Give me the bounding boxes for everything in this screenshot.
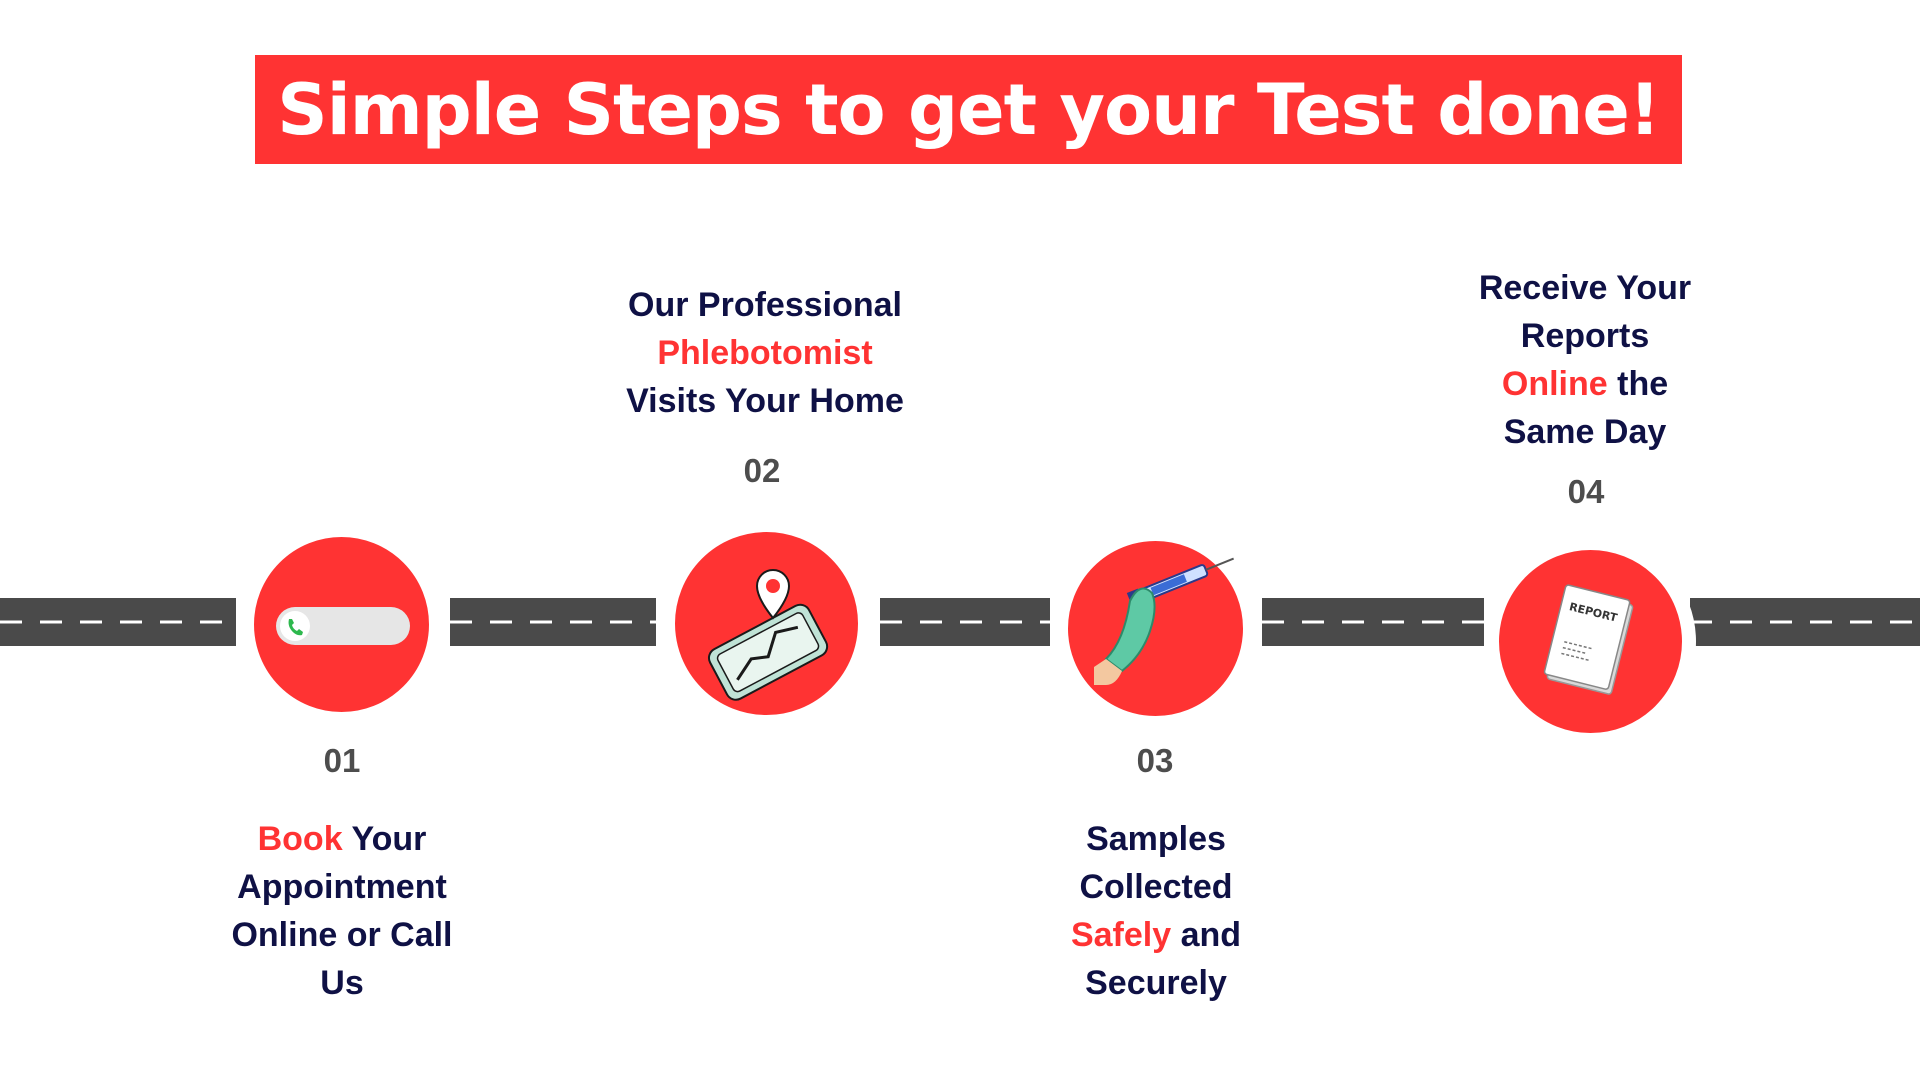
road-segment-5 <box>1690 598 1920 646</box>
page-title: Simple Steps to get your Test done! <box>277 68 1660 151</box>
road-segment-4 <box>1262 598 1484 646</box>
map-location-pin-icon <box>707 568 829 701</box>
step-3-text: Samples Collected Safely and Securely <box>1070 820 1242 1002</box>
phone-call-icon <box>276 607 410 645</box>
step-1-text: Book Your Appointment Online or Call Us <box>231 820 453 1002</box>
road-segment-2 <box>450 598 656 646</box>
step-3-circle <box>1054 527 1257 730</box>
step-2-circle <box>661 518 872 729</box>
syringe-hand-icon <box>1094 557 1235 685</box>
road-segment-3 <box>880 598 1050 646</box>
title-banner: Simple Steps to get your Test done! <box>255 55 1682 164</box>
step-1-number: 01 <box>323 742 361 779</box>
step-4-circle: REPORT <box>1485 536 1696 747</box>
road-segment-1 <box>0 598 236 646</box>
step-3-number: 03 <box>1136 742 1174 779</box>
step-4-number: 04 <box>1567 473 1605 510</box>
step-2-number: 02 <box>743 452 781 489</box>
report-document-icon: REPORT <box>1543 584 1634 695</box>
step-4-text: Receive Your Reports Online the Same Day <box>1478 269 1692 451</box>
step-1-circle <box>240 523 443 726</box>
step-2-text: Our Professional Phlebotomist Visits You… <box>626 286 904 420</box>
